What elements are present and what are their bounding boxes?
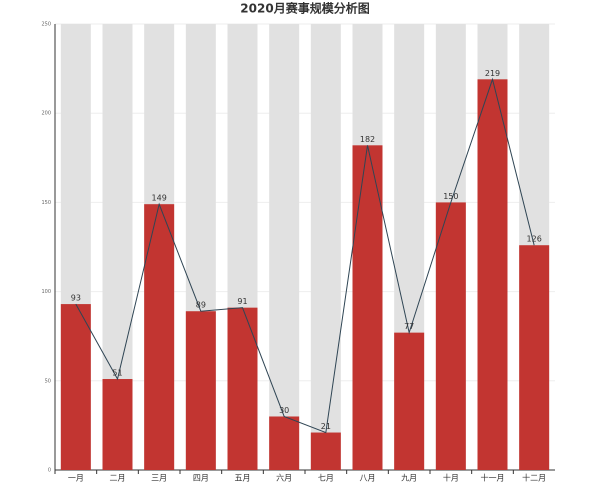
data-label: 77 — [404, 322, 414, 331]
data-label: 51 — [112, 369, 122, 378]
x-tick-label: 十一月 — [481, 473, 505, 483]
x-tick-label: 七月 — [318, 474, 334, 483]
y-tick-label: 250 — [41, 22, 51, 28]
y-tick-label: 100 — [41, 289, 51, 295]
bar — [394, 332, 425, 470]
bar — [519, 245, 550, 470]
bar — [60, 304, 91, 470]
x-tick-label: 十二月 — [522, 473, 546, 483]
data-label: 149 — [152, 194, 167, 203]
trend-line — [75, 77, 535, 434]
x-tick-label: 二月 — [110, 474, 126, 483]
bar — [227, 307, 258, 470]
bar — [477, 79, 508, 470]
bar — [310, 432, 341, 470]
x-tick-label: 十月 — [443, 473, 459, 483]
y-tick-label: 0 — [48, 468, 51, 474]
data-label: 89 — [196, 301, 206, 310]
background-bar — [269, 24, 300, 470]
data-label: 150 — [443, 192, 458, 201]
data-label: 182 — [360, 135, 375, 144]
data-label: 21 — [321, 422, 331, 431]
chart-title: 2020月赛事规模分析图 — [240, 1, 369, 16]
background-bar — [310, 24, 341, 470]
data-label: 30 — [279, 406, 289, 415]
data-label: 126 — [527, 235, 542, 244]
data-label: 91 — [237, 297, 247, 306]
x-tick-label: 三月 — [151, 474, 167, 483]
bar — [185, 311, 216, 470]
bar — [102, 379, 133, 470]
bar — [352, 145, 383, 470]
x-tick-label: 九月 — [401, 474, 417, 483]
y-tick-label: 200 — [41, 111, 51, 117]
y-tick-label: 150 — [41, 200, 51, 206]
x-tick-label: 一月 — [68, 474, 84, 483]
bar — [435, 202, 466, 470]
x-tick-label: 六月 — [276, 473, 292, 483]
x-tick-label: 八月 — [360, 474, 376, 483]
data-label: 219 — [485, 69, 500, 78]
data-label: 93 — [71, 294, 81, 303]
bar — [269, 416, 300, 470]
x-tick-label: 四月 — [193, 474, 209, 483]
bar — [144, 204, 175, 470]
x-tick-label: 五月 — [235, 474, 251, 483]
y-tick-label: 50 — [45, 378, 51, 384]
